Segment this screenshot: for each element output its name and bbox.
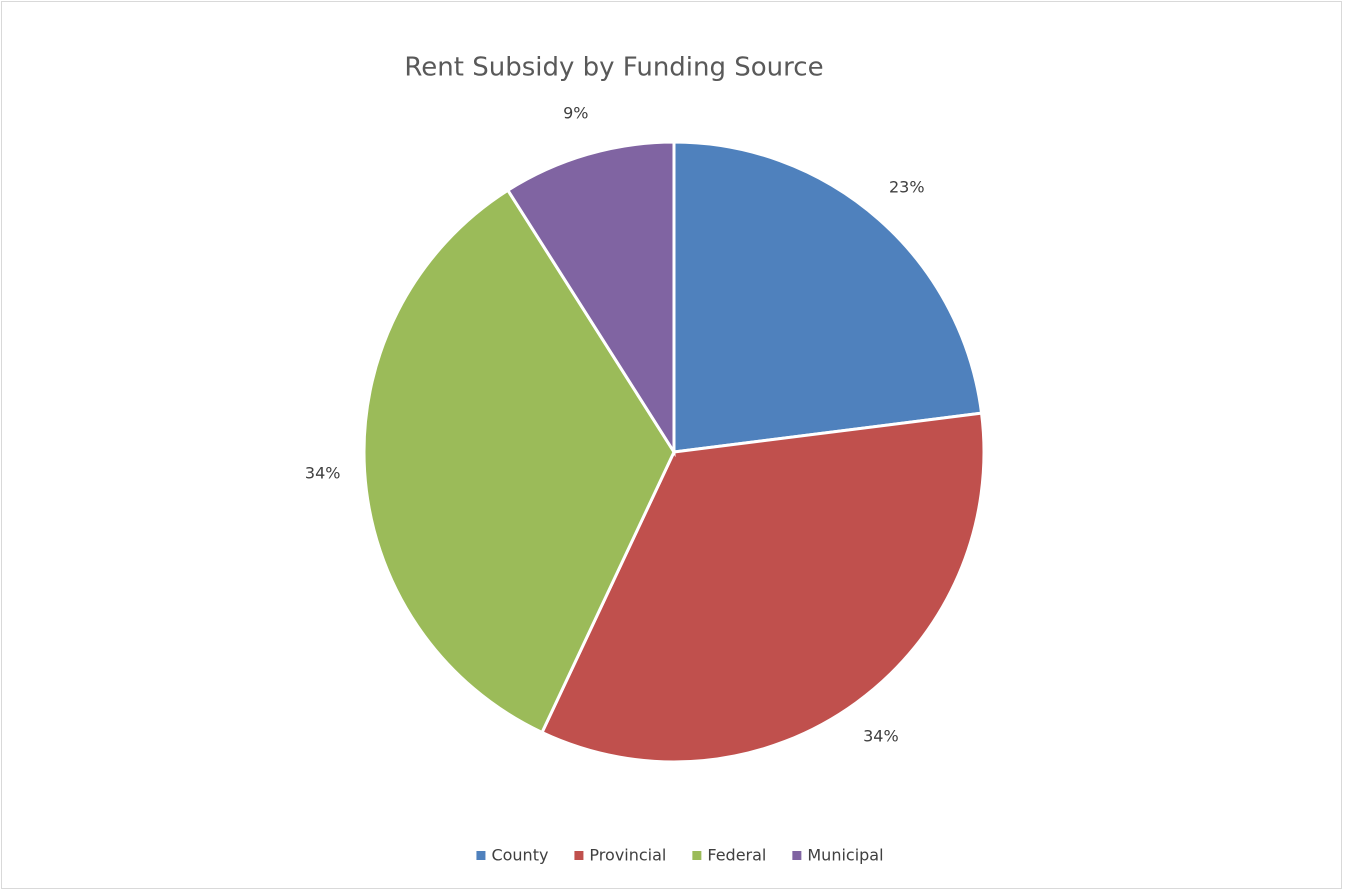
legend-label: Provincial (589, 846, 666, 865)
data-label: 9% (563, 103, 588, 122)
legend-swatch (792, 851, 802, 860)
pie-slice (672, 140, 984, 454)
legend-label: Municipal (807, 846, 883, 865)
legend-swatch (476, 851, 486, 860)
legend: County Provincial Federal Municipal (476, 846, 884, 865)
legend-swatch (692, 851, 702, 860)
data-label: 23% (889, 177, 925, 196)
pie-slice (505, 140, 676, 458)
chart-title: Rent Subsidy by Funding Source (404, 53, 823, 83)
data-label: 34% (863, 726, 899, 745)
legend-label: County (491, 846, 548, 865)
legend-swatch (574, 851, 584, 860)
legend-label: Federal (707, 846, 766, 865)
pie-slice (362, 188, 676, 735)
data-label: 34% (305, 464, 341, 483)
